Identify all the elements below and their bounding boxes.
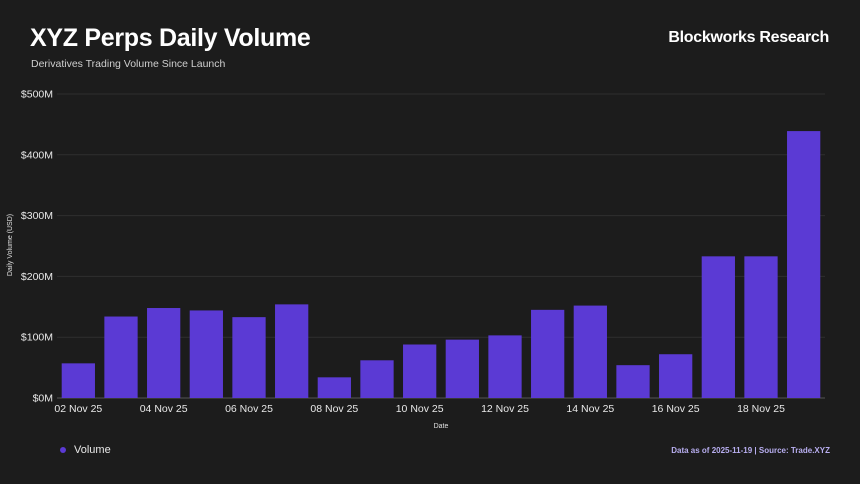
bar-19-nov-25	[787, 131, 821, 398]
bar-11-nov-25	[445, 339, 479, 398]
bar-03-nov-25	[104, 316, 138, 398]
x-tick-label: 08 Nov 25	[310, 403, 358, 415]
bar-09-nov-25	[360, 360, 394, 398]
x-tick-label: 16 Nov 25	[652, 403, 700, 415]
bar-13-nov-25	[531, 309, 565, 398]
y-tick-label: $400M	[21, 149, 53, 161]
bar-16-nov-25	[659, 354, 693, 398]
bar-08-nov-25	[317, 377, 351, 398]
chart-subtitle: Derivatives Trading Volume Since Launch	[31, 58, 226, 70]
x-tick-label: 06 Nov 25	[225, 403, 273, 415]
y-tick-label: $200M	[21, 271, 53, 283]
x-tick-label: 04 Nov 25	[140, 403, 188, 415]
chart-legend: Volume	[60, 444, 111, 456]
bar-02-nov-25	[61, 363, 95, 398]
chart-title: XYZ Perps Daily Volume	[30, 24, 311, 52]
y-tick-label: $100M	[21, 332, 53, 344]
bar-07-nov-25	[275, 304, 309, 398]
legend-swatch-volume	[60, 447, 66, 453]
x-tick-label: 12 Nov 25	[481, 403, 529, 415]
x-axis-label: Date	[434, 423, 449, 430]
bar-15-nov-25	[616, 365, 650, 398]
x-tick-label: 02 Nov 25	[54, 403, 102, 415]
bar-04-nov-25	[147, 308, 181, 398]
y-tick-label: $300M	[21, 210, 53, 222]
bar-05-nov-25	[189, 310, 223, 398]
x-tick-label: 18 Nov 25	[737, 403, 785, 415]
bar-06-nov-25	[232, 317, 266, 398]
legend-label-volume: Volume	[74, 444, 111, 456]
bar-12-nov-25	[488, 335, 522, 398]
data-source-note: Data as of 2025-11-19 | Source: Trade.XY…	[671, 446, 830, 455]
x-tick-label: 14 Nov 25	[566, 403, 614, 415]
bar-17-nov-25	[701, 256, 735, 398]
bar-10-nov-25	[403, 344, 437, 398]
y-tick-label: $500M	[21, 89, 53, 101]
x-tick-label: 10 Nov 25	[396, 403, 444, 415]
brand-logo-text: Blockworks Research	[668, 29, 829, 46]
y-tick-label: $0M	[33, 393, 53, 405]
bar-14-nov-25	[573, 305, 607, 398]
bar-18-nov-25	[744, 256, 778, 398]
y-axis-label: Daily Volume (USD)	[7, 214, 14, 276]
